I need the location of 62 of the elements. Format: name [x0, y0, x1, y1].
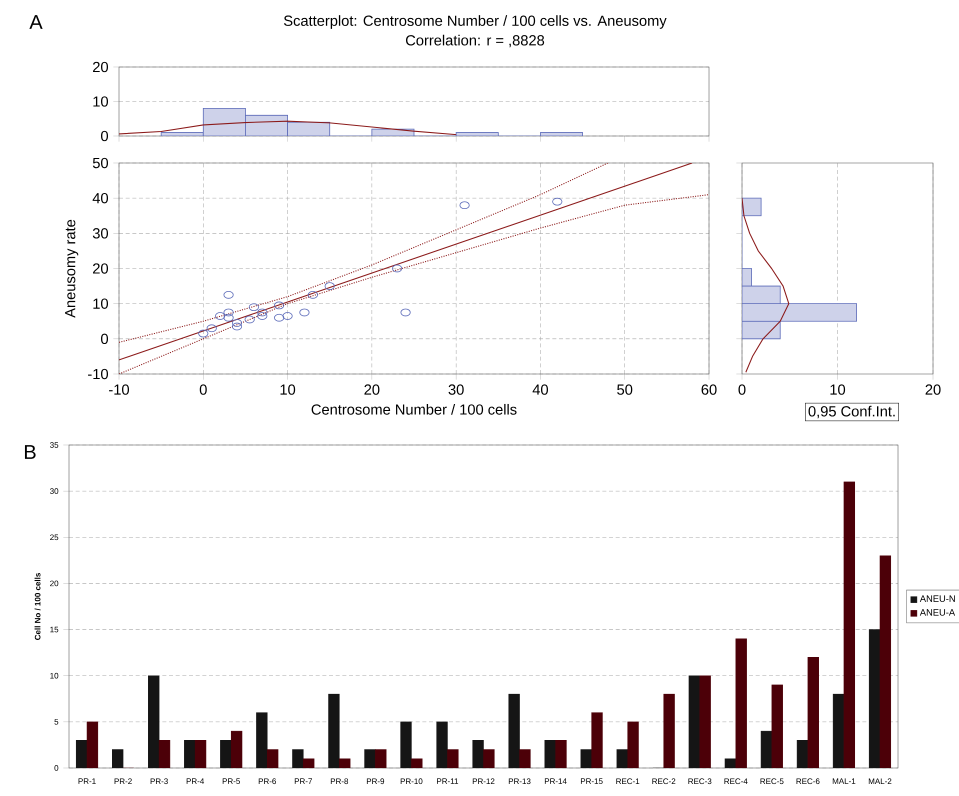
x-tick-label: PR-9 [366, 778, 384, 784]
legend-label: ANEU-N [920, 595, 955, 602]
x-tick-label: PR-2 [114, 778, 132, 784]
text: A [29, 15, 43, 29]
x-tick-label: PR-15 [580, 778, 603, 784]
y-tick-label: 30 [92, 228, 108, 239]
y-tick-label: 40 [92, 192, 108, 204]
text: 0,95 Conf.Int. [808, 406, 895, 418]
y-tick-label: 20 [50, 580, 58, 586]
x-tick-label: PR-6 [258, 778, 276, 784]
y-axis-title: Cell No / 100 cells [34, 573, 41, 640]
legend-label: ANEU-A [920, 609, 956, 616]
x-tick-label: 30 [448, 384, 464, 395]
x-tick-label: PR-10 [400, 778, 422, 784]
x-tick-label: 20 [364, 384, 380, 395]
x-tick-label: MAL-2 [868, 778, 892, 784]
y-tick-label: 30 [50, 488, 58, 494]
y-tick-label: 10 [50, 672, 58, 679]
x-tick-label: 0 [738, 384, 746, 395]
x-tick-label: REC-4 [724, 778, 748, 784]
x-tick-label: 20 [926, 384, 941, 395]
x-tick-label: REC-1 [616, 778, 640, 784]
x-tick-label: PR-7 [294, 778, 312, 784]
x-tick-label: -10 [109, 384, 130, 395]
x-tick-label: REC-2 [652, 778, 676, 784]
x-tick-label: 40 [532, 384, 548, 395]
y-axis-title: Aneusomy rate [65, 220, 78, 318]
y-tick-label: 35 [50, 442, 58, 448]
chart-subtitle: Correlation: r = ,8828 [406, 34, 544, 48]
x-tick-label: 60 [702, 384, 717, 395]
y-tick-label: 50 [92, 158, 108, 168]
y-tick-label: 0 [101, 130, 108, 142]
y-tick-label: 10 [93, 298, 108, 309]
y-tick-label: 0 [54, 765, 58, 771]
x-tick-label: PR-12 [472, 778, 494, 784]
x-tick-label: PR-8 [330, 778, 348, 784]
chart-title: Scatterplot: Centrosome Number / 100 cells vs. Aneusomy [284, 15, 667, 29]
x-tick-label: PR-5 [222, 778, 240, 784]
x-tick-label: PR-13 [508, 778, 531, 784]
text: B [24, 445, 36, 459]
x-tick-label: 0 [200, 384, 207, 395]
x-tick-label: PR-1 [78, 778, 96, 784]
x-tick-label: MAL-1 [832, 778, 856, 784]
x-tick-label: 10 [280, 384, 296, 395]
x-tick-label: REC-6 [796, 778, 820, 784]
x-tick-label: PR-4 [186, 778, 204, 784]
x-tick-label: 50 [617, 384, 632, 395]
x-axis-title: Centrosome Number / 100 cells [312, 404, 517, 415]
y-tick-label: 0 [101, 334, 108, 344]
y-tick-label: 10 [93, 96, 108, 107]
x-tick-label: REC-3 [688, 778, 712, 784]
x-tick-label: PR-14 [544, 778, 567, 784]
x-tick-label: PR-3 [150, 778, 168, 784]
y-tick-label: 25 [50, 534, 58, 540]
y-tick-label: 20 [93, 263, 108, 274]
x-tick-label: PR-11 [437, 778, 458, 784]
y-tick-label: 15 [50, 626, 58, 632]
x-tick-label: REC-5 [760, 778, 784, 784]
x-tick-label: 10 [830, 384, 846, 395]
y-tick-label: 5 [54, 719, 58, 725]
y-tick-label: -10 [88, 368, 108, 380]
y-tick-label: 20 [93, 62, 108, 72]
